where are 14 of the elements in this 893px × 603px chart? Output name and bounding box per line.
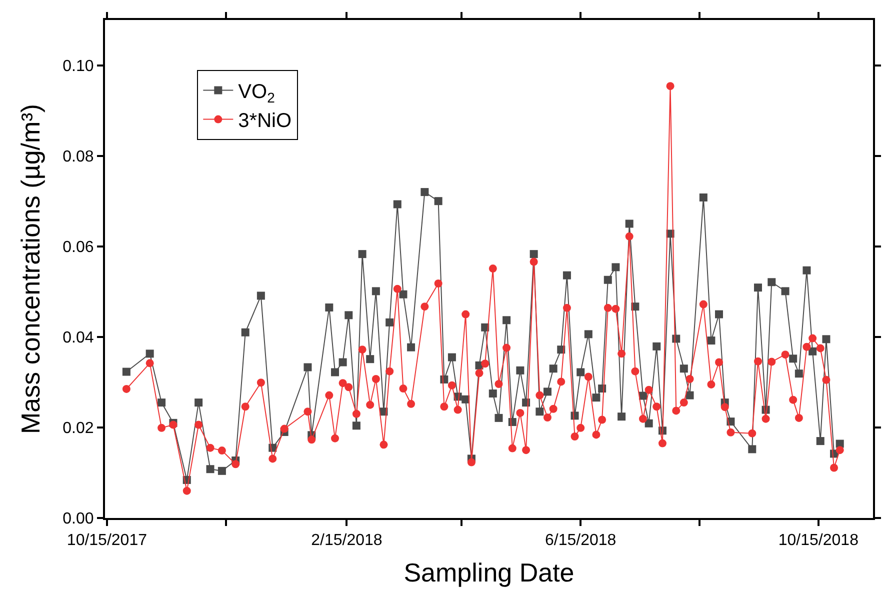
y-tick-label: 0.00 (62, 510, 94, 528)
x-axis-title: Sampling Date (404, 557, 574, 588)
y-tick-label: 0.08 (62, 148, 94, 166)
x-tick-label: 10/15/2017 (66, 532, 148, 550)
y-tick-label: 0.10 (62, 58, 94, 75)
x-tick-label: 10/15/2018 (778, 532, 859, 550)
x-tick-label: 6/15/2018 (545, 532, 616, 550)
y-tick-label: 0.04 (62, 330, 94, 347)
legend-label: 3*NiO (238, 110, 292, 132)
y-axis-title: Mass concentrations (µg/m³) (16, 104, 46, 434)
legend-label: VO$_{2}$ (238, 81, 276, 106)
y-tick-label: 0.02 (62, 420, 94, 438)
y-tick-label: 0.06 (62, 238, 94, 256)
x-tick-label: 2/15/2018 (311, 532, 382, 550)
